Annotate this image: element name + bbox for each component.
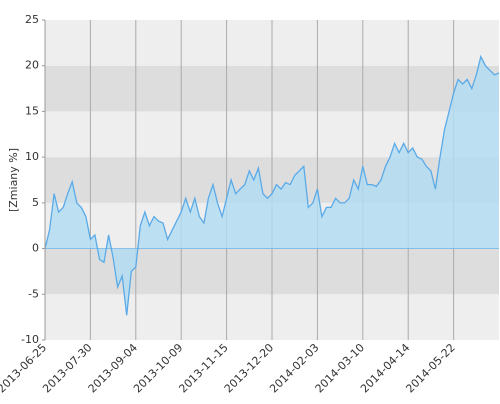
y-tick-label: 25 bbox=[25, 13, 39, 26]
y-axis-label: [Zmiany %] bbox=[7, 148, 20, 212]
y-tick-label: 15 bbox=[25, 104, 39, 117]
y-tick-label: -10 bbox=[21, 333, 39, 346]
y-tick-label: 20 bbox=[25, 59, 39, 72]
x-tick-label: 2014-05-22 bbox=[403, 341, 457, 395]
y-tick-label: 10 bbox=[25, 150, 39, 163]
y-tick-label: -5 bbox=[28, 287, 39, 300]
y-tick-label: 0 bbox=[32, 242, 39, 255]
y-tick-label: 5 bbox=[32, 196, 39, 209]
line bbox=[44, 54, 500, 316]
area bbox=[45, 56, 499, 316]
